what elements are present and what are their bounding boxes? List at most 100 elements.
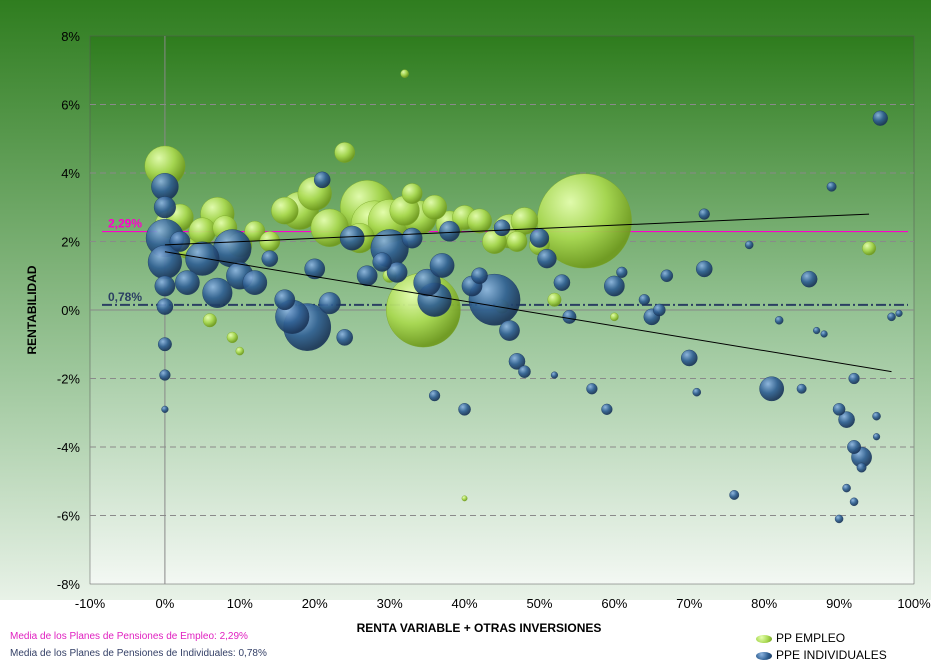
bubble-individuales <box>304 258 326 280</box>
bubble-individuales <box>154 275 176 297</box>
bubble-individuales <box>813 326 821 335</box>
bubble-empleo <box>862 241 876 256</box>
bubble-individuales <box>157 337 172 352</box>
y-tick-label: 6% <box>61 98 80 113</box>
bubble-individuales <box>242 270 268 295</box>
legend-swatch-individuales <box>756 651 772 660</box>
bubble-empleo <box>461 495 468 502</box>
bubble-empleo <box>202 313 217 328</box>
bubble-individuales <box>849 497 859 507</box>
bubble-empleo <box>547 292 562 307</box>
bubble-empleo <box>334 142 356 163</box>
footnote-individuales-mean: Media de los Planes de Pensiones de Indi… <box>10 648 267 659</box>
legend-item-empleo: PP EMPLEO <box>756 630 887 647</box>
x-tick-label: 70% <box>676 596 702 611</box>
x-tick-label: 50% <box>526 596 552 611</box>
bubble-individuales <box>336 329 353 346</box>
bubble-individuales <box>169 231 191 252</box>
x-tick-label: 100% <box>897 596 931 611</box>
trend-line-1 <box>164 251 892 373</box>
bubble-empleo <box>401 183 423 204</box>
bubble-individuales <box>848 372 860 385</box>
bubble-empleo <box>235 346 245 356</box>
bubble-individuales <box>796 383 807 394</box>
bubble-empleo <box>610 312 619 322</box>
bubble-individuales <box>826 181 837 192</box>
x-tick-label: 10% <box>227 596 253 611</box>
bubble-individuales <box>318 292 341 315</box>
bubble-individuales <box>159 369 171 381</box>
bubble-individuales <box>518 365 531 378</box>
y-tick-label: 8% <box>61 29 80 44</box>
bubble-individuales <box>499 320 520 341</box>
bubble-individuales <box>161 405 169 413</box>
x-tick-label: 80% <box>751 596 777 611</box>
bubble-individuales <box>175 270 200 295</box>
y-tick-label: -6% <box>57 509 81 524</box>
bubble-empleo <box>467 208 492 234</box>
bubble-individuales <box>439 220 460 242</box>
x-tick-label: -10% <box>75 596 106 611</box>
legend-swatch-empleo <box>756 634 772 643</box>
legend-label-individuales: PPE INDIVIDUALES <box>776 648 887 662</box>
x-tick-label: 30% <box>377 596 403 611</box>
bubbles <box>144 69 903 524</box>
bubble-individuales <box>202 277 233 308</box>
footnotes: Media de los Planes de Pensiones de Empl… <box>10 628 267 662</box>
bubble-individuales <box>842 483 851 493</box>
bubble-individuales <box>872 110 888 126</box>
bubble-individuales <box>832 403 846 416</box>
bubble-individuales <box>261 250 279 267</box>
y-axis-title: RENTABILIDAD <box>25 265 39 354</box>
bubble-individuales <box>386 262 408 283</box>
bubble-individuales <box>872 411 881 421</box>
bubble-individuales <box>471 267 488 285</box>
bubble-individuales <box>744 240 754 250</box>
bubble-individuales <box>834 514 844 524</box>
bubble-individuales <box>847 440 862 454</box>
legend-item-individuales: PPE INDIVIDUALES <box>756 647 887 664</box>
y-tick-label: 2% <box>61 235 80 250</box>
bubble-empleo <box>422 194 447 220</box>
bubble-individuales <box>820 330 828 338</box>
legend: PP EMPLEO PPE INDIVIDUALES <box>756 630 887 664</box>
bubble-individuales <box>616 266 628 278</box>
bubble-individuales <box>372 252 392 272</box>
x-tick-label: 0% <box>156 596 175 611</box>
bubble-individuales <box>729 490 740 500</box>
y-tick-label: -4% <box>57 440 81 455</box>
bubble-individuales <box>774 316 784 325</box>
reference-label-1: 0,78% <box>108 290 142 304</box>
bubble-individuales <box>151 173 179 201</box>
bubble-individuales <box>428 390 441 402</box>
bubble-empleo <box>271 196 299 225</box>
bubble-individuales <box>698 208 710 220</box>
bubble-individuales <box>856 462 867 473</box>
bubble-individuales <box>156 298 174 315</box>
bubble-individuales <box>529 228 550 248</box>
bubble-individuales <box>586 383 598 395</box>
bubble-individuales <box>601 403 613 415</box>
bubble-individuales <box>604 275 625 297</box>
bubble-individuales <box>838 411 855 428</box>
legend-label-empleo: PP EMPLEO <box>776 631 846 645</box>
bubble-individuales <box>493 219 511 237</box>
bubble-individuales <box>356 265 378 287</box>
bubble-individuales <box>153 196 176 219</box>
footnote-empleo-mean: Media de los Planes de Pensiones de Empl… <box>10 631 248 642</box>
bubble-individuales <box>759 376 785 402</box>
bubble-individuales <box>185 241 220 276</box>
y-tick-label: 4% <box>61 166 80 181</box>
bubble-individuales <box>895 309 903 317</box>
trend-line-0 <box>164 213 870 246</box>
x-tick-label: 20% <box>302 596 328 611</box>
y-axis-tick-labels: -8% -6% -4% -2% 0% 2% 4% 6% 8% <box>57 29 81 592</box>
y-tick-label: 0% <box>61 303 80 318</box>
y-tick-label: -8% <box>57 577 81 592</box>
bubble-individuales <box>429 253 455 278</box>
bubble-individuales <box>508 353 526 370</box>
bubble-individuales <box>458 403 471 416</box>
y-tick-label: -2% <box>57 372 81 387</box>
bubble-individuales <box>800 270 818 288</box>
